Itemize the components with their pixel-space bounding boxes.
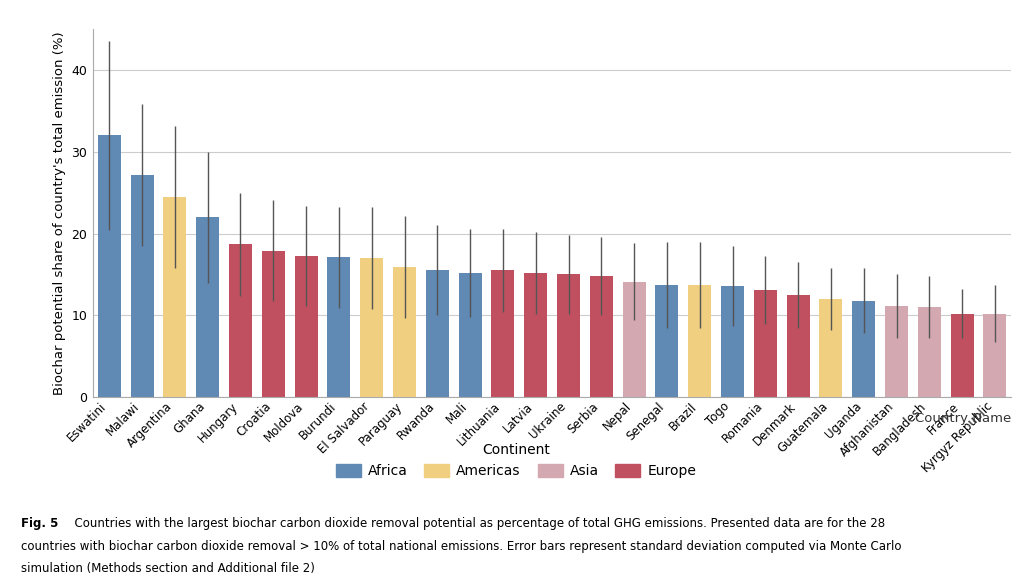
Bar — [983, 314, 1006, 397]
Bar — [360, 258, 383, 397]
Bar — [557, 274, 580, 397]
Bar — [688, 285, 711, 397]
Bar — [491, 270, 514, 397]
Bar — [852, 301, 875, 397]
Bar — [819, 299, 842, 397]
Bar — [524, 273, 547, 397]
Bar — [262, 251, 285, 397]
Text: simulation (Methods section and Additional file 2): simulation (Methods section and Addition… — [21, 562, 315, 575]
Bar — [196, 217, 219, 397]
Bar — [622, 282, 646, 397]
Text: Fig. 5: Fig. 5 — [21, 517, 58, 530]
Text: Country Name: Country Name — [915, 412, 1011, 425]
Bar — [98, 135, 121, 397]
Bar — [885, 307, 908, 397]
Bar — [458, 273, 482, 397]
Bar — [393, 267, 416, 397]
Bar — [786, 295, 810, 397]
Bar — [655, 285, 678, 397]
Y-axis label: Biochar potential share of country's total emission (%): Biochar potential share of country's tot… — [53, 32, 66, 395]
Bar — [426, 270, 449, 397]
Bar — [753, 290, 777, 397]
Bar — [294, 256, 318, 397]
Bar — [721, 286, 744, 397]
Bar — [917, 307, 941, 397]
Bar — [163, 197, 187, 397]
Legend: Africa, Americas, Asia, Europe: Africa, Americas, Asia, Europe — [329, 436, 703, 485]
Text: countries with biochar carbon dioxide removal > 10% of total national emissions.: countries with biochar carbon dioxide re… — [21, 540, 901, 553]
Bar — [590, 276, 613, 397]
Text: Countries with the largest biochar carbon dioxide removal potential as percentag: Countries with the largest biochar carbo… — [67, 517, 885, 530]
Bar — [229, 244, 252, 397]
Bar — [327, 258, 351, 397]
Bar — [131, 175, 154, 397]
Bar — [950, 314, 973, 397]
